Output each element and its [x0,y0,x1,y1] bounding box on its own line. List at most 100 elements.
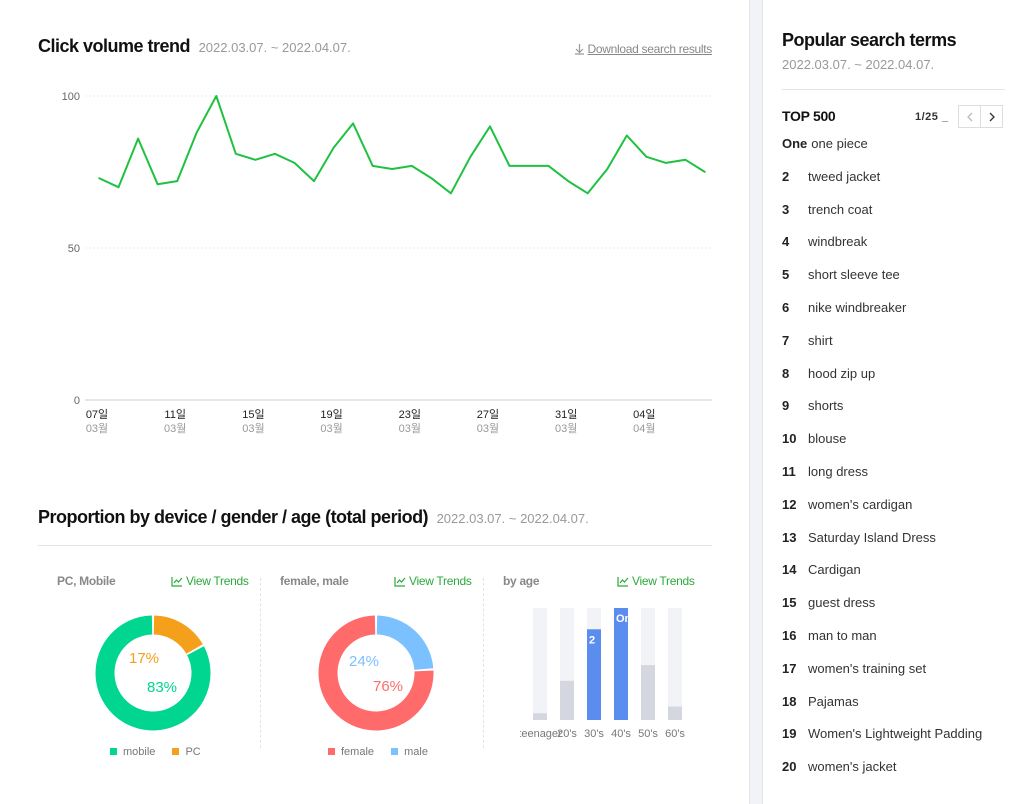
rank-number: 8 [782,365,790,381]
trend-title: Click volume trend [38,36,191,56]
rank-item[interactable]: 7 shirt [782,325,982,358]
rank-number: 4 [782,234,790,250]
data-point [410,165,413,167]
rank-term: Cardigan [808,562,861,578]
data-point [137,137,139,140]
rank-item[interactable]: 8 hood zip up [782,358,982,391]
data-point [117,186,120,188]
panel-separator [260,578,261,748]
rank-item[interactable]: 2 tweed jacket [782,161,982,194]
rank-number: 20 [782,759,797,775]
device-legend: mobile PC [110,746,215,758]
rank-item[interactable]: 20 women's jacket [782,751,982,784]
panel-separator [483,578,484,748]
data-point [450,192,452,195]
rank-term: man to man [808,627,877,643]
age-bar [560,680,574,720]
y-tick-label: 50 [68,243,80,255]
trend-section-title: Click volume trend 2022.03.07. ~ 2022.04… [38,36,351,57]
download-label: Download search results [587,42,713,56]
rank-term: one piece [811,136,868,151]
trend-chart-icon [394,577,406,587]
section-divider [38,545,712,546]
legend-mobile: mobile [110,746,155,758]
rank-item[interactable]: One one piece [782,128,982,161]
data-point [665,162,667,164]
gender-view-trends-link[interactable]: View Trends [394,574,472,588]
rank-number: 19 [782,726,797,742]
rank-number: 17 [782,660,797,676]
age-bar-rank-label: 2 [589,634,595,646]
legend-swatch-female [328,748,335,755]
device-view-trends-link[interactable]: View Trends [171,574,249,588]
sidebar-divider [782,89,1005,90]
rank-item[interactable]: 15 guest dress [782,587,982,620]
x-tick-month: 03월 [242,422,264,435]
x-tick-day: 23일 [399,407,421,421]
x-tick-day: 11일 [164,407,186,421]
rank-term: shorts [808,398,844,414]
rank-item[interactable]: 16 man to man [782,620,982,653]
prev-page-button[interactable] [958,105,981,128]
rank-item[interactable]: 14 Cardigan [782,554,982,587]
chevron-right-icon [989,112,995,122]
rank-item[interactable]: 13 Saturday Island Dress [782,522,982,555]
data-point [547,165,550,167]
data-point [606,168,609,170]
trend-chart-icon [171,577,183,587]
x-tick-day: 07일 [86,407,108,421]
rank-item[interactable]: 3 trench coat [782,194,982,227]
age-bar [587,629,601,720]
rank-item[interactable]: 19 Women's Lightweight Padding [782,718,982,751]
x-tick-day: 04일 [633,407,655,421]
proportion-date-range: 2022.03.07. ~ 2022.04.07. [436,511,589,526]
rank-item[interactable]: 12 women's cardigan [782,489,982,522]
next-page-button[interactable] [980,105,1003,128]
proportion-section-title: Proportion by device / gender / age (tot… [38,507,589,528]
download-search-results-link[interactable]: Download search results [574,42,713,56]
age-category-label: 50's [638,728,658,740]
rank-number: 18 [782,693,797,709]
rank-term: short sleeve tee [808,267,900,283]
sidebar-date-range: 2022.03.07. ~ 2022.04.07. [782,57,935,72]
x-tick-day: 15일 [242,407,264,421]
legend-swatch-male [391,748,399,755]
download-icon [574,44,584,55]
data-point [195,131,198,134]
donut-label-pc: 17% [129,650,159,667]
data-point [156,183,159,185]
rank-number: 2 [782,168,790,184]
y-tick-label: 0 [74,395,80,407]
data-point [489,125,491,128]
rank-term: women's cardigan [808,496,913,512]
rank-item[interactable]: 11 long dress [782,456,982,489]
rank-item[interactable]: 5 short sleeve tee [782,259,982,292]
rank-item[interactable]: 18 Pajamas [782,686,982,719]
legend-pc: PC [172,746,201,758]
legend-pc-label: PC [185,746,201,758]
gender-panel-title: female, male [280,574,349,588]
rank-term: guest dress [808,595,876,611]
data-point [430,177,433,179]
rank-item[interactable]: 6 nike windbreaker [782,292,982,325]
rank-item[interactable]: 10 blouse [782,423,982,456]
x-tick-month: 03월 [164,422,186,435]
rank-item[interactable]: 4 windbreak [782,226,982,259]
rank-number: 7 [782,332,790,348]
data-point [528,165,530,167]
data-point [176,180,178,182]
rank-item[interactable]: 9 shorts [782,390,982,423]
rank-number: 14 [782,562,797,578]
rank-term: blouse [808,431,847,447]
click-volume-line-chart: 10050007일03월11일03월15일03월19일03월23일03월27일0… [62,91,712,435]
y-tick-label: 100 [62,91,80,103]
rank-item[interactable]: 17 women's training set [782,653,982,686]
rank-term: shirt [808,332,833,348]
donut-slice-female [318,615,434,731]
rank-number: 11 [782,463,796,479]
legend-mobile-label: mobile [123,746,156,758]
age-bar [533,713,547,720]
x-tick-month: 03월 [555,422,577,435]
age-view-trends-link[interactable]: View Trends [617,574,695,588]
page-indicator: 1/25 _ [915,111,949,123]
